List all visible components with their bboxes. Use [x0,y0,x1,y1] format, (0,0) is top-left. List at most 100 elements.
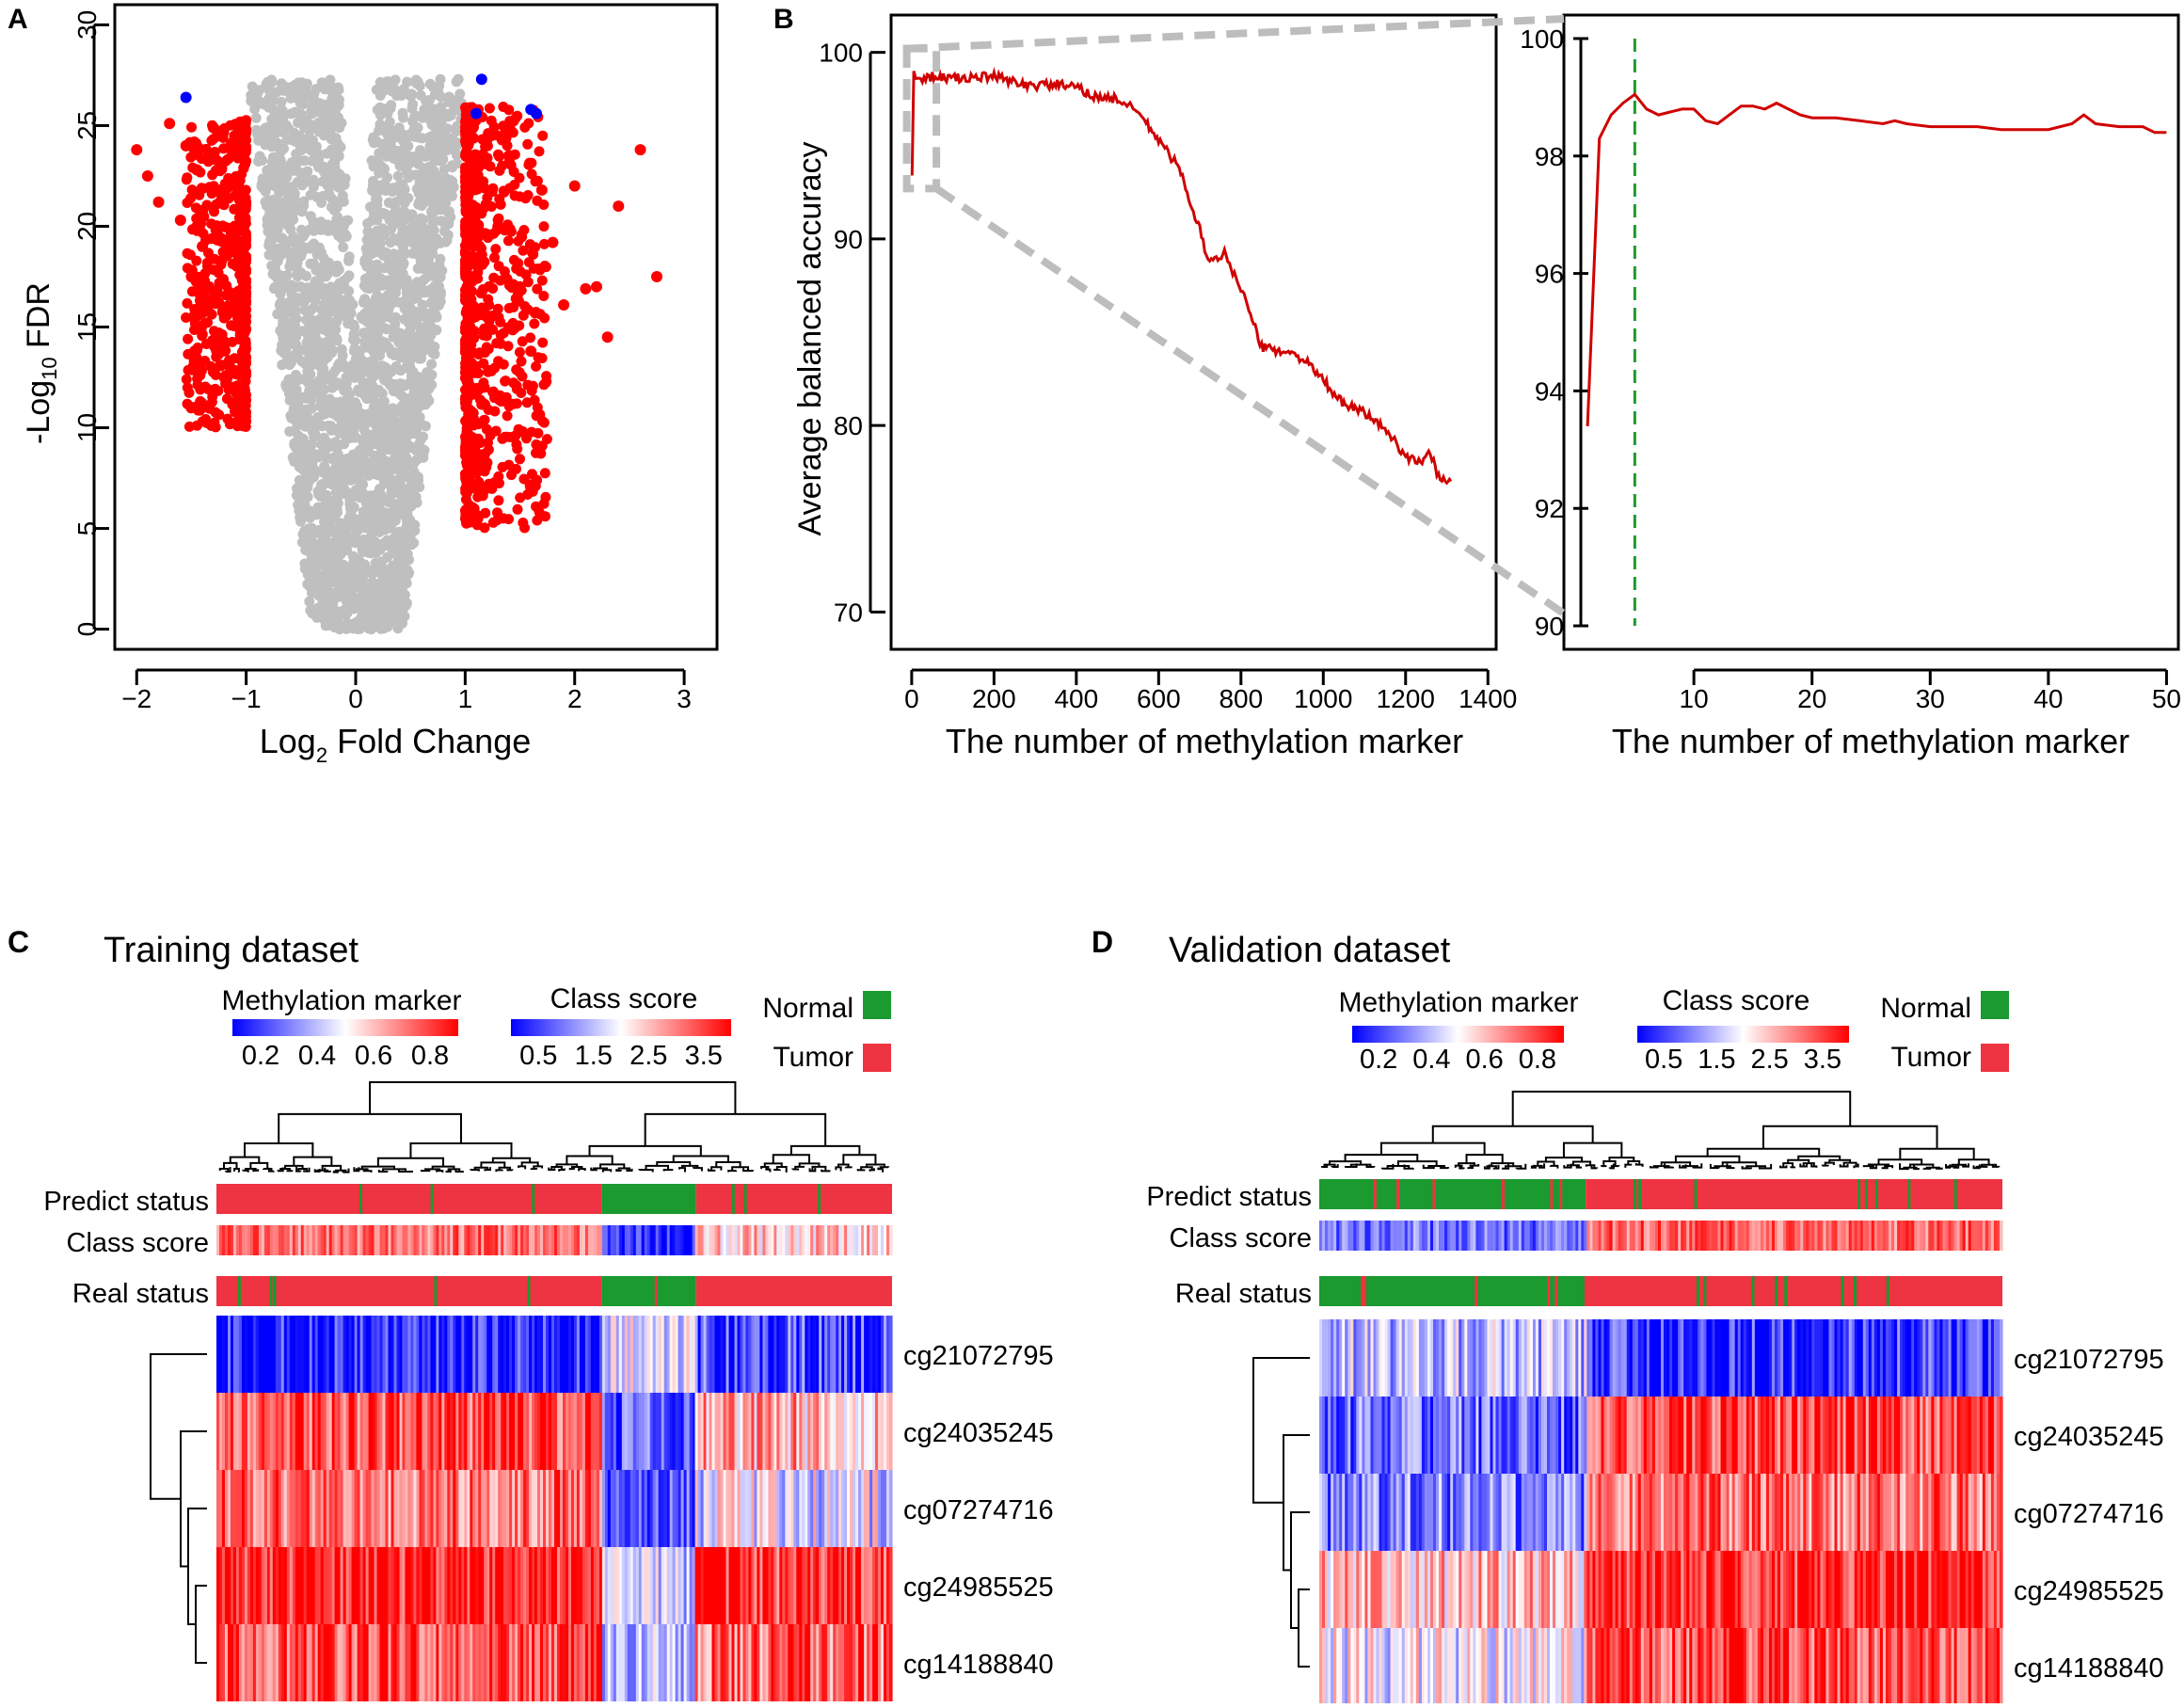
class-score-cell [1373,1221,1378,1251]
methylation-cell [788,1470,791,1547]
legend-c-tumor-swatch [863,1044,891,1072]
methylation-cell [1672,1319,1676,1397]
methylation-cell [1737,1397,1742,1474]
methylation-cell [678,1470,682,1547]
methylation-cell [563,1624,566,1701]
methylation-cell [1578,1551,1582,1628]
class-score-cell [649,1225,654,1255]
methylation-cell [566,1316,569,1393]
class-score-cell [461,1225,465,1255]
methylation-cell [1990,1397,1995,1474]
class-score-cell [661,1225,665,1255]
methylation-cell [489,1547,493,1624]
methylation-cell [225,1624,229,1701]
methylation-cell [1809,1397,1812,1474]
methylation-cell [1325,1551,1329,1628]
class-score-cell [1609,1221,1614,1251]
methylation-cell [709,1316,713,1393]
methylation-cell [1379,1628,1383,1705]
methylation-cell [1786,1628,1790,1705]
y-tick-label-b2: 98 [1535,142,1564,171]
methylation-cell [1965,1397,1969,1474]
methylation-cell [1942,1397,1947,1474]
methylation-cell [255,1624,260,1701]
methylation-cell [348,1470,353,1547]
methylation-cell [546,1470,550,1547]
methylation-cell [1714,1319,1719,1397]
methylation-cell [1410,1474,1414,1551]
methylation-cell [1996,1628,2001,1705]
methylation-cell [1908,1474,1912,1551]
methylation-cell [793,1624,797,1701]
methylation-cell [1672,1628,1676,1705]
methylation-cell [1640,1628,1645,1705]
methylation-cell [1347,1628,1351,1705]
methylation-cell [1920,1628,1923,1705]
methylation-cell [1777,1551,1781,1628]
methylation-cell [858,1393,862,1470]
significant-point [218,372,231,384]
methylation-cell [678,1624,682,1701]
class-score-cell [484,1225,487,1255]
methylation-cell [357,1316,361,1393]
methylation-cell [596,1316,600,1393]
methylation-cell [1418,1628,1423,1705]
methylation-cell [1618,1474,1622,1551]
methylation-cell [458,1316,462,1393]
methylation-cell [470,1393,473,1470]
methylation-cell [241,1393,246,1470]
methylation-cell [1868,1397,1873,1474]
methylation-cell [1453,1474,1457,1551]
class-score-cell [1447,1221,1451,1251]
methylation-cell [433,1624,437,1701]
methylation-cell [1328,1551,1331,1628]
methylation-cell [675,1624,679,1701]
methylation-cell [884,1470,887,1547]
class-score-cell [711,1225,716,1255]
methylation-cell [680,1547,685,1624]
class-score-cell [1775,1221,1778,1251]
status-mismatch-stripe [359,1184,362,1214]
x-tick-label-b1: 800 [1219,684,1263,713]
methylation-cell [362,1393,367,1470]
methylation-cell [621,1547,626,1624]
class-score-cell [413,1225,417,1255]
methylation-cell [252,1624,257,1701]
methylation-cell [737,1624,741,1701]
methylation-cell [1675,1319,1679,1397]
methylation-cell [658,1470,662,1547]
methylation-cell [1649,1474,1653,1551]
dendrogram-branch [1439,1166,1450,1170]
class-score-cell [430,1225,434,1255]
methylation-cell [357,1547,361,1624]
methylation-cell [1743,1551,1747,1628]
methylation-cell [560,1624,564,1701]
x-tick-label-a: 0 [348,684,363,713]
methylation-cell [1470,1474,1474,1551]
methylation-cell [464,1624,468,1701]
class-score-cell [1484,1221,1489,1251]
methylation-cell [1601,1319,1605,1397]
methylation-cell [700,1316,705,1393]
class-score-cell [1553,1221,1556,1251]
class-score-cell [560,1225,564,1255]
dendrogram-branch [1899,1147,1975,1160]
methylation-cell [601,1393,606,1470]
methylation-cell [841,1624,845,1701]
methylation-cell [1917,1551,1921,1628]
methylation-cell [1891,1319,1895,1397]
methylation-cell [1831,1319,1836,1397]
methylation-cell [638,1470,643,1547]
significant-point [234,190,247,202]
class-score-cell [1859,1221,1864,1251]
methylation-cell [816,1316,820,1393]
methylation-cell [1698,1319,1701,1397]
methylation-cell [1956,1551,1961,1628]
methylation-cell [306,1316,311,1393]
methylation-cell [334,1470,339,1547]
methylation-cell [632,1547,637,1624]
class-score-cell [1339,1221,1343,1251]
methylation-cell [889,1316,893,1393]
methylation-cell [464,1470,468,1547]
methylation-cell [1421,1551,1426,1628]
